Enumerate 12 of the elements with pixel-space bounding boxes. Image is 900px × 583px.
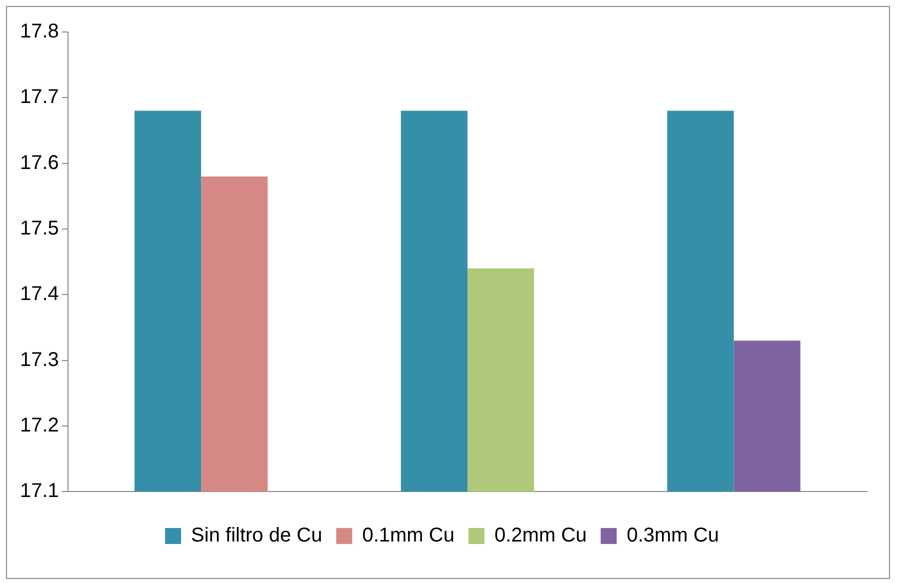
y-tick-label: 17.8 [20,20,59,43]
y-tick-label: 17.6 [20,152,59,174]
y-tick-label: 17.7 [20,86,59,108]
y-tick-label: 17.5 [20,217,59,240]
y-tick-label: 17.4 [20,283,59,306]
legend-label: Sin filtro de Cu [191,524,322,547]
y-tick-label: 17.3 [20,348,59,371]
y-tick-label: 17.2 [20,414,59,436]
legend-label: 0.1mm Cu [362,524,454,547]
legend-label: 0.2mm Cu [494,524,587,547]
y-tick-label: 17.1 [20,480,59,502]
legend-label: 0.3mm Cu [626,524,719,547]
